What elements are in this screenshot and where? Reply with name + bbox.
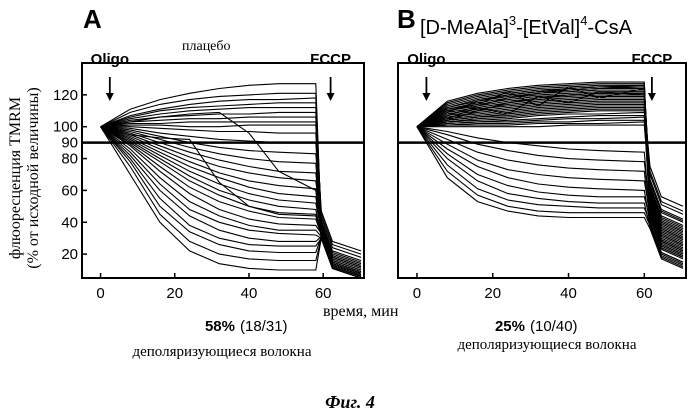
panel-b-x-tick-label-20: 20	[484, 285, 501, 302]
panel-a-y-tick-label-60: 60	[61, 182, 78, 199]
panel-b-title-part-1: [D-MeAla]	[420, 17, 509, 39]
panel-a-result-caption: деполяризующиеся волокна	[132, 344, 311, 360]
panel-a-trace-31	[100, 111, 362, 276]
panel-a-trace-8	[100, 121, 362, 252]
panel-b-trace-27	[416, 86, 684, 228]
panel-a-trace-5	[100, 107, 362, 258]
panel-b-title-sup-2: 4	[580, 13, 587, 28]
y-axis-title-line-2: (% от исходной величины)	[25, 87, 42, 268]
panel-a-annotation-fccp: FCCP	[310, 51, 351, 68]
panel-b-result-percent: 25%	[495, 318, 525, 335]
panel-b-x-tick-label-0: 0	[413, 285, 421, 302]
panel-a-x-tick-label-60: 60	[315, 285, 332, 302]
figure-caption: Фиг. 4	[325, 392, 375, 412]
panel-a-y-tick-label-20: 20	[61, 246, 78, 263]
panel-b-arrowhead-oligo	[422, 93, 431, 101]
panel-b-frame	[397, 62, 687, 279]
panel-a-trace-14	[100, 126, 362, 269]
panel-b-trace-22	[416, 116, 684, 230]
panel-a-arrowhead-fccp	[326, 93, 335, 101]
panel-a-trace-30	[100, 126, 362, 274]
panel-a-annotation-oligo: Oligo	[91, 51, 129, 68]
panel-b-trace-2	[416, 83, 684, 247]
panel-b-title-sup-1: 3	[509, 13, 516, 28]
panel-a-arrowhead-oligo	[105, 93, 114, 101]
panel-b-trace-32	[416, 126, 684, 252]
panel-b-trace-16	[416, 105, 684, 254]
panel-b-trace-15	[416, 103, 684, 207]
panel-a-x-tick-label-0: 0	[96, 285, 104, 302]
panel-a-trace-15	[100, 126, 362, 266]
panel-b-trace-26	[416, 92, 684, 239]
panel-a-trace-24	[100, 126, 362, 279]
panel-b-title-part-2: -[EtVal]	[516, 17, 580, 39]
panel-a-letter: A	[83, 4, 102, 34]
panel-b-trace-40	[416, 126, 684, 269]
panel-b-plot-area	[398, 81, 686, 269]
panel-a-trace-28	[100, 126, 362, 279]
panel-b-trace-30	[416, 91, 684, 246]
panel-b-trace-24	[416, 121, 684, 212]
panel-b-trace-38	[416, 126, 684, 263]
panel-a-result-count: (18/31)	[240, 318, 288, 335]
panel-a-y-tick-label-90: 90	[61, 135, 78, 152]
panel-b-result-caption: деполяризующиеся волокна	[457, 337, 636, 353]
panel-b-title: [D-MeAla]3-[EtVal]4-CsA	[420, 13, 633, 39]
panel-a-y-tick-label-120: 120	[53, 87, 78, 104]
panel-b-arrowhead-fccp	[647, 93, 656, 101]
panel-b: B [D-MeAla]3-[EtVal]4-CsA 0 20 40 60 Oligo F…	[397, 4, 687, 353]
panel-a-trace-18	[100, 126, 362, 271]
panel-b-trace-39	[416, 126, 684, 266]
panel-b-trace-9	[416, 94, 684, 236]
panel-b-letter: B	[397, 4, 416, 34]
panel-a-y-tick-label-80: 80	[61, 151, 78, 168]
panel-a-subtitle: плацебо	[182, 39, 231, 54]
panel-a-trace-11	[100, 126, 362, 268]
panel-b-annotations: Oligo FCCP	[407, 51, 672, 101]
panel-b-x-tick-label-40: 40	[560, 285, 577, 302]
panel-b-trace-34	[416, 126, 684, 255]
panel-a-annotations: Oligo FCCP	[91, 51, 351, 101]
panel-a-x-tick-label-20: 20	[166, 285, 183, 302]
y-axis-title: флюоресценция TMRM (% от исходной величи…	[7, 87, 42, 268]
panel-b-trace-20	[416, 111, 684, 257]
panel-b-axis-ticks: 0 20 40 60	[413, 273, 653, 302]
panel-a-result-percent: 58%	[205, 318, 235, 335]
panel-b-x-tick-label-60: 60	[636, 285, 653, 302]
panel-b-trace-18	[416, 108, 684, 244]
panel-b-trace-31	[416, 126, 684, 258]
panel-b-trace-36	[416, 126, 684, 260]
y-axis-title-line-1: флюоресценция TMRM	[7, 97, 24, 259]
panel-a-trace-16	[100, 126, 362, 279]
panel-b-trace-25	[416, 124, 684, 233]
x-axis-title: время, мин	[323, 303, 399, 320]
panel-a-x-tick-label-40: 40	[241, 285, 258, 302]
panel-a-y-tick-label-100: 100	[53, 119, 78, 136]
panel-a-frame	[81, 62, 365, 279]
panel-a-trace-12	[100, 126, 362, 262]
panel-b-annotation-fccp: FCCP	[631, 51, 672, 68]
panel-b-annotation-oligo: Oligo	[407, 51, 445, 68]
panel-b-title-part-3: -CsA	[587, 17, 632, 39]
panel-a-plot-area	[82, 83, 364, 279]
panel-b-trace-19	[416, 110, 684, 220]
panel-b-trace-23	[416, 119, 684, 250]
panel-b-result-count: (10/40)	[530, 318, 578, 335]
panel-b-trace-29	[416, 86, 684, 222]
panel-a-trace-26	[100, 126, 362, 279]
panel-b-trace-37	[416, 126, 684, 268]
panel-a-y-tick-label-40: 40	[61, 214, 78, 231]
panel-a-trace-7	[100, 116, 362, 255]
panel-a-trace-9	[100, 124, 362, 263]
panel-a-trace-29	[100, 126, 362, 279]
